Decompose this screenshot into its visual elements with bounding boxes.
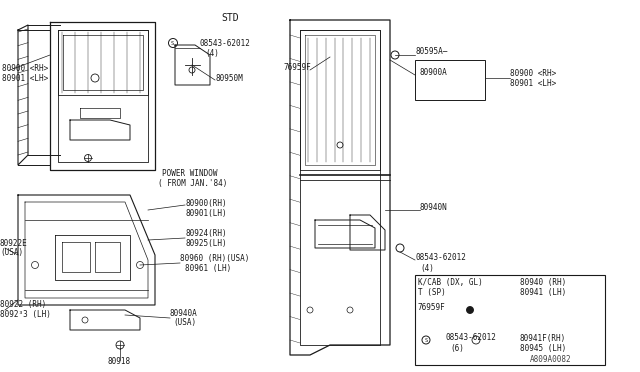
Text: 80918: 80918: [108, 357, 131, 366]
Text: 80901 <LH>: 80901 <LH>: [510, 78, 556, 87]
Text: 76959F: 76959F: [418, 304, 445, 312]
Text: (6): (6): [450, 343, 464, 353]
Text: STD: STD: [221, 13, 239, 23]
Text: 80922 (RH): 80922 (RH): [0, 301, 46, 310]
Text: 80924(RH): 80924(RH): [185, 228, 227, 237]
Text: (4): (4): [420, 263, 434, 273]
Text: POWER WINDOW: POWER WINDOW: [162, 169, 218, 177]
Text: (4): (4): [205, 48, 219, 58]
Text: 80940A: 80940A: [170, 308, 198, 317]
Text: 80941F(RH): 80941F(RH): [520, 334, 566, 343]
Text: 80900 <RH>: 80900 <RH>: [2, 64, 48, 73]
Text: 80960 (RH)(USA): 80960 (RH)(USA): [180, 253, 250, 263]
Text: (USA): (USA): [173, 318, 196, 327]
Text: T (SP): T (SP): [418, 288, 445, 296]
Text: 80900 <RH>: 80900 <RH>: [510, 68, 556, 77]
Text: 80900A: 80900A: [420, 67, 448, 77]
Bar: [415, 60, 485, 100]
Text: S: S: [170, 41, 173, 45]
Text: 08543-62012: 08543-62012: [445, 334, 496, 343]
Text: 80940 (RH): 80940 (RH): [520, 278, 566, 286]
Text: 80900(RH): 80900(RH): [185, 199, 227, 208]
Text: 80901(LH): 80901(LH): [185, 208, 227, 218]
Text: 80950M: 80950M: [215, 74, 243, 83]
Circle shape: [467, 307, 474, 314]
Text: 8092³3 (LH): 8092³3 (LH): [0, 311, 51, 320]
Text: 80941 (LH): 80941 (LH): [520, 288, 566, 296]
Text: (USA): (USA): [0, 248, 23, 257]
Text: 08543-62012: 08543-62012: [415, 253, 466, 263]
Text: 80961 (LH): 80961 (LH): [185, 263, 231, 273]
Text: 80901 <LH>: 80901 <LH>: [2, 74, 48, 83]
Text: S: S: [424, 337, 428, 343]
Text: 80595A—: 80595A—: [415, 46, 447, 55]
Bar: [415, 275, 605, 365]
Text: 80925(LH): 80925(LH): [185, 238, 227, 247]
Text: 80940N: 80940N: [420, 202, 448, 212]
Text: ( FROM JAN.'84): ( FROM JAN.'84): [158, 179, 227, 187]
Text: A809A0082: A809A0082: [530, 356, 572, 365]
Text: 80945 (LH): 80945 (LH): [520, 343, 566, 353]
Text: 80922E: 80922E: [0, 238, 28, 247]
Text: 76959F: 76959F: [284, 62, 312, 71]
Text: 08543-62012: 08543-62012: [200, 38, 251, 48]
Text: K/CAB (DX, GL): K/CAB (DX, GL): [418, 278, 483, 286]
